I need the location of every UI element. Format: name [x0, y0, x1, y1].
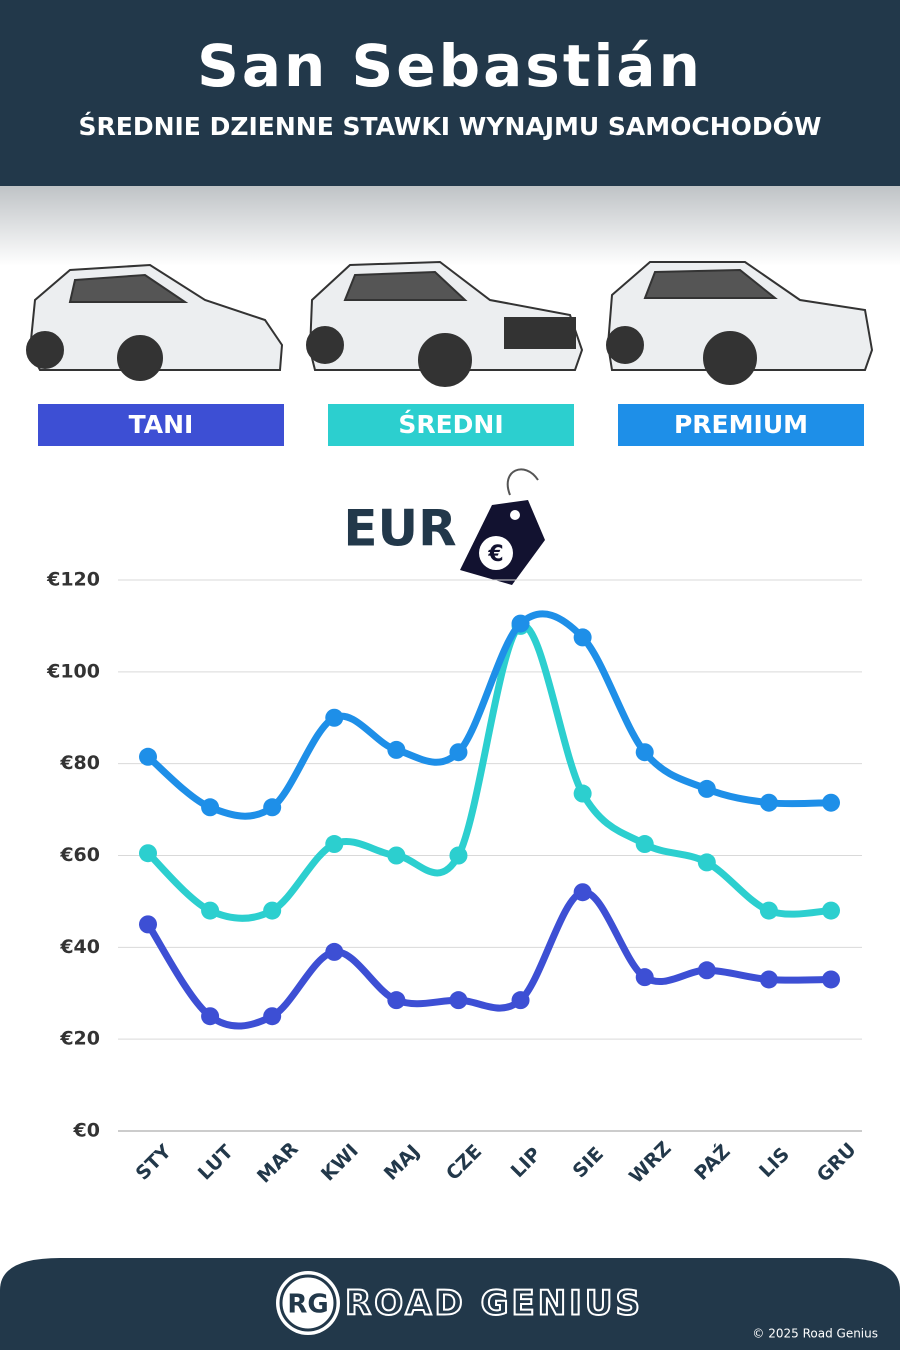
x-tick-label: WRZ	[625, 1137, 675, 1187]
data-point	[573, 628, 592, 647]
data-point	[697, 961, 716, 980]
car-icons	[26, 260, 874, 387]
y-tick-label: €40	[59, 936, 100, 958]
legend-label: ŚREDNI	[398, 409, 503, 439]
logo-ring	[279, 1274, 337, 1332]
footer-band	[0, 1258, 900, 1350]
data-point	[139, 915, 157, 934]
legend-swatch	[38, 404, 284, 446]
data-point	[263, 798, 282, 817]
x-tick-label: MAR	[253, 1138, 303, 1188]
data-point	[759, 970, 778, 989]
data-point	[139, 844, 157, 863]
x-tick-label: SIE	[569, 1143, 608, 1182]
data-point	[201, 1007, 220, 1026]
y-tick-label: €60	[59, 844, 100, 866]
series-line	[144, 888, 835, 1030]
data-point	[449, 846, 468, 865]
data-point	[201, 901, 220, 920]
x-tick-label: CZE	[442, 1140, 486, 1184]
data-point	[263, 901, 282, 920]
data-point	[573, 784, 592, 803]
legend-swatch	[328, 404, 574, 446]
x-tick-label: MAJ	[380, 1140, 424, 1184]
x-tick-label: LIP	[507, 1143, 546, 1182]
legend-label: TANI	[129, 410, 194, 439]
data-point	[822, 793, 840, 812]
data-point	[449, 991, 468, 1010]
x-tick-label: KWI	[317, 1140, 363, 1186]
series-line	[144, 622, 835, 922]
data-point	[325, 835, 344, 854]
data-point	[822, 901, 840, 920]
data-point	[511, 614, 530, 633]
legend-swatch	[618, 404, 864, 446]
data-point	[822, 970, 840, 989]
data-point	[387, 846, 406, 865]
legend-label: PREMIUM	[674, 410, 808, 439]
x-tick-label: LIS	[755, 1143, 794, 1182]
data-point	[511, 991, 530, 1010]
data-point	[325, 942, 344, 961]
data-point	[449, 743, 468, 762]
svg-text:€: €	[487, 542, 503, 567]
data-point	[325, 708, 344, 727]
data-point	[139, 747, 157, 766]
y-tick-label: €120	[46, 569, 100, 591]
copyright: © 2025 Road Genius	[752, 1327, 878, 1341]
brand-name: ROAD GENIUS	[345, 1284, 643, 1324]
header-band	[0, 0, 900, 186]
plot: €0 €20 €40 €60 €80 €100 €120 STY LUT MAR KWI MAJ CZE…	[46, 569, 862, 1188]
car-premium	[606, 261, 874, 385]
title: San Sebastián	[197, 32, 703, 100]
y-tick-label: €0	[73, 1120, 100, 1142]
legend: TANI ŚREDNI PREMIUM	[38, 404, 864, 446]
price-tag-icon: €	[460, 468, 545, 585]
y-tick-label: €20	[59, 1028, 100, 1050]
data-point	[697, 853, 716, 872]
unit-label: EUR	[343, 500, 456, 558]
data-point	[635, 968, 654, 987]
data-point	[387, 740, 406, 759]
subtitle: ŚREDNIE DZIENNE STAWKI WYNAJMU SAMOCHODÓ…	[79, 111, 822, 141]
data-point	[697, 779, 716, 798]
data-point	[573, 883, 592, 902]
logo-circle	[276, 1271, 340, 1335]
y-tick-label: €80	[59, 752, 100, 774]
header-shadow	[0, 186, 900, 266]
car-suv	[306, 260, 584, 387]
car-hatch	[26, 263, 284, 381]
data-point	[759, 793, 778, 812]
data-point	[759, 901, 778, 920]
data-point	[263, 1007, 282, 1026]
x-tick-label: GRU	[813, 1139, 861, 1187]
x-tick-label: LUT	[194, 1141, 238, 1185]
x-tick-label: STY	[132, 1140, 176, 1184]
logo-text: RG	[287, 1290, 328, 1320]
y-tick-label: €100	[46, 660, 100, 682]
data-point	[387, 991, 406, 1010]
data-point	[635, 743, 654, 762]
x-tick-label: PAŹ	[690, 1140, 735, 1185]
data-point	[635, 835, 654, 854]
data-point	[201, 798, 220, 817]
